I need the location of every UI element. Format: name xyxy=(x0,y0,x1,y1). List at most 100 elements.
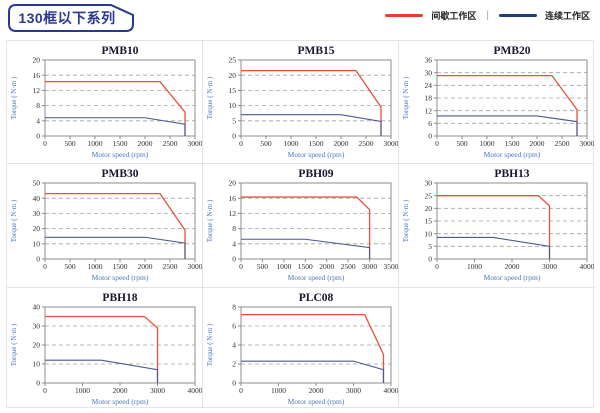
svg-text:30: 30 xyxy=(33,322,41,331)
svg-text:20: 20 xyxy=(229,179,237,188)
svg-text:1000: 1000 xyxy=(88,139,103,148)
svg-text:2000: 2000 xyxy=(505,262,520,271)
svg-text:2500: 2500 xyxy=(341,262,356,271)
svg-text:1000: 1000 xyxy=(271,386,286,395)
svg-text:4000: 4000 xyxy=(580,262,595,271)
svg-text:0: 0 xyxy=(43,262,47,271)
svg-text:2: 2 xyxy=(232,360,236,369)
svg-text:1000: 1000 xyxy=(284,139,299,148)
svg-text:PMB30: PMB30 xyxy=(101,168,138,180)
svg-text:20: 20 xyxy=(33,56,41,65)
svg-text:30: 30 xyxy=(425,68,433,77)
svg-text:3000: 3000 xyxy=(384,139,399,148)
svg-text:8: 8 xyxy=(232,224,236,233)
svg-text:20: 20 xyxy=(33,341,41,350)
svg-text:1500: 1500 xyxy=(113,139,128,148)
svg-text:2000: 2000 xyxy=(113,386,128,395)
svg-text:Motor speed (rpm): Motor speed (rpm) xyxy=(288,150,345,159)
svg-text:3000: 3000 xyxy=(542,262,557,271)
svg-text:30: 30 xyxy=(33,209,41,218)
svg-text:1000: 1000 xyxy=(467,262,482,271)
svg-text:0: 0 xyxy=(232,255,236,264)
svg-text:Torque ( N·m ): Torque ( N·m ) xyxy=(206,323,214,366)
svg-text:Motor speed (rpm): Motor speed (rpm) xyxy=(92,273,149,282)
svg-text:8: 8 xyxy=(232,303,236,312)
svg-text:6: 6 xyxy=(428,119,432,128)
svg-text:Motor speed (rpm): Motor speed (rpm) xyxy=(484,150,541,159)
svg-text:4000: 4000 xyxy=(188,386,203,395)
svg-text:0: 0 xyxy=(435,139,439,148)
svg-text:PBH13: PBH13 xyxy=(494,168,529,180)
svg-text:0: 0 xyxy=(43,386,47,395)
chart-pbh18: 0 10 20 30 40 0 1000 2000 3000 4000 PBH18 Motor spe… xyxy=(7,288,203,409)
svg-text:Motor speed (rpm): Motor speed (rpm) xyxy=(288,397,345,406)
svg-text:PLC08: PLC08 xyxy=(299,292,334,304)
continuous-line-swatch xyxy=(498,14,537,17)
svg-text:15: 15 xyxy=(425,217,433,226)
svg-text:Torque ( N·m ): Torque ( N·m ) xyxy=(402,199,410,242)
svg-text:4: 4 xyxy=(36,116,40,125)
legend: 间歇工作区 | 连续工作区 xyxy=(385,9,590,22)
svg-text:1000: 1000 xyxy=(480,139,495,148)
svg-text:0: 0 xyxy=(43,139,47,148)
svg-text:16: 16 xyxy=(229,194,237,203)
svg-text:12: 12 xyxy=(33,86,41,95)
svg-text:30: 30 xyxy=(425,179,433,188)
svg-text:5: 5 xyxy=(428,242,432,251)
intermittent-zone-label: 间歇工作区 xyxy=(431,11,477,21)
svg-text:Torque ( N·m ): Torque ( N·m ) xyxy=(402,76,410,119)
chart-pbh09: 0 4 8 12 16 20 0 500 1000 1500 2000 2500 3000 3500 PBH… xyxy=(203,164,399,288)
chart-pbh13: 0 5 10 15 20 25 30 0 1000 2000 3000 4000 PBH13 Motor … xyxy=(399,164,595,288)
svg-text:0: 0 xyxy=(232,132,236,141)
svg-text:2000: 2000 xyxy=(309,386,324,395)
svg-text:40: 40 xyxy=(33,194,41,203)
chart-pmb30: 0 10 20 30 40 50 0 500 1000 1500 2000 2500 3000 PMB30… xyxy=(7,164,203,288)
svg-text:0: 0 xyxy=(239,262,243,271)
page-title: 130框以下系列 xyxy=(18,9,116,26)
svg-text:25: 25 xyxy=(229,56,237,65)
svg-text:PMB20: PMB20 xyxy=(493,45,530,57)
svg-text:1500: 1500 xyxy=(505,139,520,148)
legend-separator: | xyxy=(486,10,489,21)
svg-text:50: 50 xyxy=(33,179,41,188)
svg-text:3500: 3500 xyxy=(384,262,399,271)
svg-text:2000: 2000 xyxy=(138,262,153,271)
svg-text:500: 500 xyxy=(456,139,468,148)
svg-text:2000: 2000 xyxy=(334,139,349,148)
svg-text:12: 12 xyxy=(425,106,433,115)
svg-text:10: 10 xyxy=(229,101,237,110)
svg-text:20: 20 xyxy=(33,224,41,233)
chart-pmb10: 0 4 8 12 16 20 0 500 1000 1500 2000 2500 3000 PMB10 Mo… xyxy=(7,41,203,164)
svg-text:PBH18: PBH18 xyxy=(102,292,137,304)
svg-text:36: 36 xyxy=(425,56,433,65)
svg-text:2500: 2500 xyxy=(163,262,178,271)
svg-text:3000: 3000 xyxy=(188,139,203,148)
header-tag-shape xyxy=(8,4,134,32)
svg-text:PMB15: PMB15 xyxy=(297,45,334,57)
svg-text:20: 20 xyxy=(229,71,237,80)
svg-text:0: 0 xyxy=(232,379,236,388)
svg-text:2000: 2000 xyxy=(319,262,334,271)
svg-text:1500: 1500 xyxy=(113,262,128,271)
svg-text:3000: 3000 xyxy=(580,139,595,148)
svg-text:PBH09: PBH09 xyxy=(298,168,333,180)
svg-text:24: 24 xyxy=(425,81,433,90)
svg-text:3000: 3000 xyxy=(188,262,203,271)
svg-text:Motor speed (rpm): Motor speed (rpm) xyxy=(92,397,149,406)
svg-text:Motor speed (rpm): Motor speed (rpm) xyxy=(484,273,541,282)
svg-text:Motor speed (rpm): Motor speed (rpm) xyxy=(288,273,345,282)
svg-text:3000: 3000 xyxy=(346,386,361,395)
svg-text:0: 0 xyxy=(36,132,40,141)
svg-text:2500: 2500 xyxy=(555,139,570,148)
chart-pmb20: 0 6 12 18 24 30 36 0 500 1000 1500 2000 2500 3000 PMB2… xyxy=(399,41,595,164)
chart-plc08: 0 2 4 6 8 0 1000 2000 3000 4000 PLC08 Motor speed (… xyxy=(203,288,399,409)
svg-text:0: 0 xyxy=(239,386,243,395)
svg-text:6: 6 xyxy=(232,322,236,331)
svg-text:4000: 4000 xyxy=(384,386,399,395)
svg-text:2000: 2000 xyxy=(138,139,153,148)
svg-text:Motor speed (rpm): Motor speed (rpm) xyxy=(92,150,149,159)
svg-text:18: 18 xyxy=(425,94,433,103)
svg-text:15: 15 xyxy=(229,86,237,95)
svg-text:40: 40 xyxy=(33,303,41,312)
svg-text:Torque ( N·m ): Torque ( N·m ) xyxy=(206,199,214,242)
